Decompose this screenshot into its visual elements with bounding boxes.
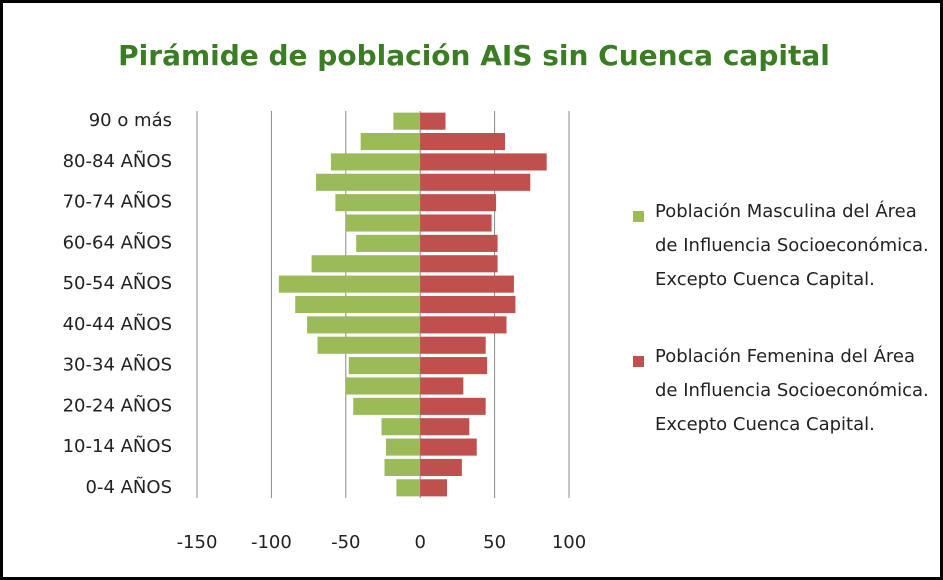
bar bbox=[420, 132, 506, 151]
y-tick-label: 10-14 AÑOS bbox=[63, 435, 172, 457]
y-tick-label: 60-64 AÑOS bbox=[63, 231, 172, 253]
x-tick-label: -150 bbox=[177, 532, 218, 553]
bar bbox=[307, 316, 421, 334]
y-tick-label: 30-34 AÑOS bbox=[63, 354, 172, 376]
chart-title: Pirámide de población AIS sin Cuenca cap… bbox=[118, 39, 830, 72]
legend-label: Población Masculina del Área de Influenc… bbox=[655, 201, 929, 290]
y-tick-label: 0-4 AÑOS bbox=[86, 476, 173, 498]
x-tick-label: -100 bbox=[251, 532, 292, 553]
legend-label: Población Femenina del Área de Influenci… bbox=[655, 346, 929, 435]
bar bbox=[384, 458, 421, 477]
bar bbox=[420, 377, 464, 395]
bar bbox=[420, 153, 547, 171]
bar bbox=[420, 438, 477, 456]
bar bbox=[348, 357, 421, 375]
bar bbox=[420, 275, 514, 293]
bar bbox=[420, 357, 488, 375]
y-tick-label: 80-84 AÑOS bbox=[63, 150, 172, 172]
bar bbox=[381, 418, 421, 436]
bar bbox=[420, 316, 507, 334]
y-tick-label: 20-24 AÑOS bbox=[63, 394, 172, 416]
y-tick-label: 70-74 AÑOS bbox=[63, 191, 172, 213]
x-tick-label: -50 bbox=[331, 532, 360, 553]
bar bbox=[353, 397, 421, 415]
y-tick-label: 90 o más bbox=[89, 110, 172, 131]
bar bbox=[420, 173, 531, 191]
bar bbox=[316, 173, 421, 191]
bar bbox=[330, 153, 421, 171]
bar bbox=[317, 336, 421, 354]
bar bbox=[385, 438, 421, 456]
bar bbox=[360, 132, 421, 151]
bar bbox=[420, 418, 470, 436]
bar bbox=[396, 479, 421, 497]
bar bbox=[420, 458, 462, 477]
bar bbox=[393, 112, 421, 130]
bar bbox=[420, 214, 492, 232]
bar bbox=[345, 214, 421, 232]
bar bbox=[278, 275, 421, 293]
y-tick-label: 50-54 AÑOS bbox=[63, 272, 172, 294]
x-tick-label: 50 bbox=[483, 532, 506, 553]
x-tick-label: 0 bbox=[414, 532, 425, 553]
legend-swatch bbox=[633, 211, 644, 222]
bar bbox=[356, 234, 421, 252]
bar bbox=[420, 255, 498, 273]
bar bbox=[420, 112, 446, 130]
bar bbox=[420, 336, 486, 354]
bar bbox=[335, 194, 421, 212]
bar bbox=[295, 295, 421, 314]
bar bbox=[420, 234, 498, 252]
bar bbox=[345, 377, 421, 395]
bar bbox=[420, 397, 486, 415]
bar bbox=[311, 255, 421, 273]
bar bbox=[420, 295, 516, 314]
bar bbox=[420, 194, 497, 212]
legend-swatch bbox=[633, 356, 644, 367]
y-tick-label: 40-44 AÑOS bbox=[63, 313, 172, 335]
bar bbox=[420, 479, 447, 497]
x-tick-label: 100 bbox=[552, 532, 586, 553]
